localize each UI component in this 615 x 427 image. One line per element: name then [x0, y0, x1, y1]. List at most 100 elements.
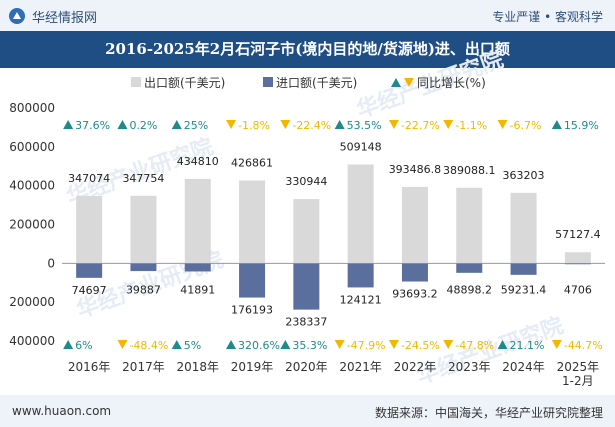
- import-growth-label: -44.7%: [564, 339, 603, 352]
- legend-label-import: 进口额(千美元): [276, 76, 357, 90]
- export-bar: [293, 199, 320, 264]
- legend-label-growth: 同比增长(%): [417, 76, 486, 90]
- import-value-label: 238337: [285, 316, 327, 329]
- x-tick-label: 2024年: [502, 360, 545, 374]
- export-growth-label: -6.7%: [510, 119, 542, 132]
- export-value-label: 426861: [231, 156, 273, 169]
- import-growth-label: 35.3%: [292, 339, 327, 352]
- export-value-label: 434810: [177, 155, 219, 168]
- import-growth-label: 320.6%: [238, 339, 280, 352]
- import-value-label: 4706: [564, 283, 592, 296]
- import-value-label: 41891: [180, 283, 215, 296]
- export-value-label: 363203: [503, 169, 545, 182]
- website-link[interactable]: www.huaon.com: [12, 404, 112, 418]
- export-growth-up-icon: [63, 120, 74, 129]
- import-value-label: 59231.4: [501, 283, 547, 296]
- x-tick-label: 2019年: [231, 360, 274, 374]
- export-bar: [184, 178, 211, 264]
- import-growth-down-icon: [388, 340, 399, 349]
- export-value-label: 347074: [68, 172, 110, 185]
- legend-swatch-export: [131, 77, 141, 87]
- x-tick-label: 1-2月: [562, 374, 594, 388]
- export-growth-up-icon: [551, 120, 562, 129]
- legend-swatch-import: [263, 77, 273, 87]
- data-source: 数据来源：中国海关，华经产业研究院整理: [374, 406, 603, 420]
- y-tick-label: 0: [47, 256, 55, 270]
- export-growth-label: -22.7%: [401, 119, 440, 132]
- import-value-label: 176193: [231, 304, 273, 317]
- import-bar: [239, 263, 266, 298]
- x-tick-label: 2025年: [557, 360, 600, 374]
- y-tick-label: 400000: [9, 179, 55, 193]
- export-value-label: 393486.8: [389, 163, 442, 176]
- export-growth-down-icon: [497, 120, 508, 129]
- export-growth-label: 53.5%: [347, 119, 382, 132]
- import-value-label: 124121: [340, 293, 382, 306]
- export-growth-label: 15.9%: [564, 119, 599, 132]
- export-bar: [347, 164, 374, 264]
- import-growth-label: -47.9%: [347, 339, 386, 352]
- import-value-label: 48898.2: [447, 283, 493, 296]
- title-bar: [0, 31, 615, 68]
- import-growth-down-icon: [551, 340, 562, 349]
- export-growth-label: -1.8%: [238, 119, 270, 132]
- export-growth-down-icon: [226, 120, 237, 129]
- export-bar: [239, 180, 266, 264]
- y-tick-label: 800000: [9, 101, 55, 115]
- import-growth-label: 5%: [184, 339, 201, 352]
- import-bar: [76, 263, 103, 278]
- top-bar: [0, 0, 615, 31]
- export-growth-label: 25%: [184, 119, 208, 132]
- export-bar: [456, 187, 483, 264]
- y-tick-label: 600000: [9, 140, 55, 154]
- x-tick-label: 2016年: [68, 360, 111, 374]
- import-growth-label: -48.4%: [129, 339, 168, 352]
- export-value-label: 57127.4: [555, 228, 601, 241]
- import-bar: [184, 263, 211, 272]
- brand-logo-icon: [9, 8, 25, 24]
- import-growth-label: -47.8%: [455, 339, 494, 352]
- import-growth-up-icon: [171, 340, 182, 349]
- export-growth-down-icon: [388, 120, 399, 129]
- export-value-label: 330944: [285, 175, 327, 188]
- export-value-label: 509148: [340, 140, 382, 153]
- import-bar: [510, 263, 537, 275]
- export-bar: [76, 195, 103, 264]
- chart-title: 2016-2025年2月石河子市(境内目的地/货源地)进、出口额: [105, 40, 510, 58]
- export-growth-label: 37.6%: [75, 119, 110, 132]
- x-tick-label: 2021年: [339, 360, 382, 374]
- import-bar: [130, 263, 157, 272]
- legend-label-export: 出口额(千美元): [144, 76, 225, 90]
- tagline: 专业严谨 • 客观科学: [492, 10, 603, 24]
- x-tick-label: 2020年: [285, 360, 328, 374]
- import-value-label: 39887: [126, 283, 161, 296]
- import-bar: [456, 263, 483, 273]
- export-growth-up-icon: [117, 120, 128, 129]
- x-tick-label: 2018年: [176, 360, 219, 374]
- y-tick-label: 400000: [9, 334, 55, 348]
- legend-down-icon: [404, 78, 414, 87]
- x-tick-label: 2017年: [122, 360, 165, 374]
- x-tick-label: 2022年: [394, 360, 437, 374]
- import-bar: [293, 263, 320, 310]
- export-bar: [401, 186, 428, 264]
- export-growth-label: -22.4%: [292, 119, 331, 132]
- legend-up-icon: [391, 78, 401, 87]
- import-growth-down-icon: [117, 340, 128, 349]
- export-bar: [564, 252, 591, 264]
- import-value-label: 93693.2: [392, 288, 438, 301]
- footer-bar: [0, 395, 615, 427]
- export-bar: [130, 195, 157, 264]
- export-value-label: 389088.1: [443, 164, 496, 177]
- export-growth-up-icon: [334, 120, 345, 129]
- export-growth-down-icon: [280, 120, 291, 129]
- import-bar: [347, 263, 374, 288]
- import-growth-up-icon: [280, 340, 291, 349]
- import-bar: [564, 263, 591, 265]
- import-growth-label: -24.5%: [401, 339, 440, 352]
- import-bar: [401, 263, 428, 282]
- export-value-label: 347754: [122, 172, 164, 185]
- import-growth-up-icon: [226, 340, 237, 349]
- y-tick-label: 200000: [9, 295, 55, 309]
